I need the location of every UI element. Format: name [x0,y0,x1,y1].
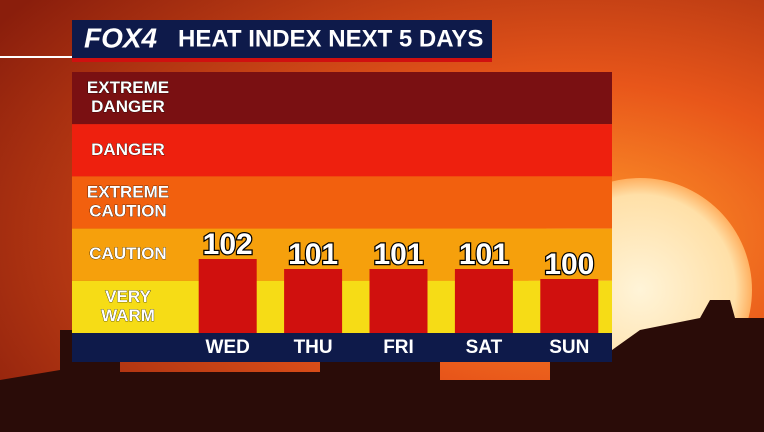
x-tick-label: WED [206,337,250,358]
plot: EXTREMEDANGERDANGEREXTREMECAUTIONCAUTION… [72,72,612,362]
chart-title: HEAT INDEX NEXT 5 DAYS [178,25,483,52]
bar [540,279,599,333]
value-label: 102 [203,228,253,261]
header-underline [72,58,492,62]
zone-band [72,124,612,177]
bar [454,269,513,333]
value-label: 101 [459,238,509,271]
header-bar [72,20,492,58]
brand-logo: FOX4 [84,22,158,53]
x-tick-label: SAT [466,337,503,358]
value-label: 101 [373,238,423,271]
zone-label: VERY [105,287,151,306]
zone-label: EXTREME [87,182,169,201]
zone-label: WARM [101,306,155,325]
zone-label: EXTREME [87,78,169,97]
skyline [0,300,764,432]
bar [369,269,428,333]
day-strip [72,333,612,362]
x-tick-label: FRI [383,337,414,358]
zone-label: CAUTION [89,244,166,263]
bar [198,259,257,333]
value-label: 100 [544,248,594,281]
value-label: 101 [288,238,338,271]
zone-band [72,176,612,229]
zone-label: DANGER [91,140,165,159]
zone-band [72,72,612,125]
bar [284,269,343,333]
zone-label: DANGER [91,97,165,116]
zone-label: CAUTION [89,201,166,220]
x-tick-label: THU [294,337,333,358]
x-tick-label: SUN [549,337,589,358]
